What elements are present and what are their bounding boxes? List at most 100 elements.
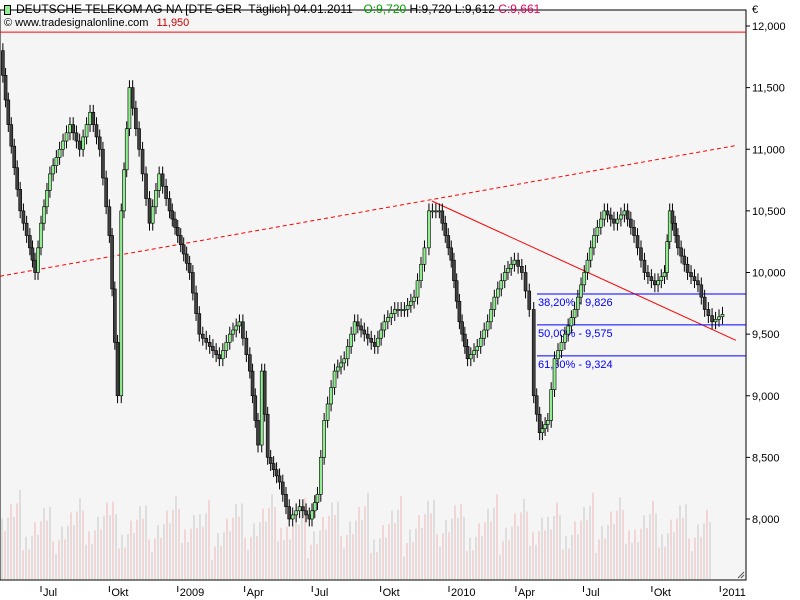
candle-body xyxy=(137,128,141,150)
candle-body xyxy=(454,280,459,302)
candle-body xyxy=(268,457,273,464)
candle-body xyxy=(280,481,285,495)
candle-body xyxy=(602,210,607,220)
candle-body xyxy=(512,259,517,265)
candle-body xyxy=(356,321,360,327)
candle-body xyxy=(287,506,292,520)
candle-body xyxy=(147,198,152,224)
candle-body xyxy=(207,342,212,347)
y-tick-label: 11,500 xyxy=(752,83,785,95)
candle-body xyxy=(399,309,403,311)
candle-body xyxy=(178,235,183,246)
candle-body xyxy=(396,309,400,311)
candle-body xyxy=(110,235,114,290)
header-low: L:9,612 xyxy=(454,2,495,16)
candle-body xyxy=(463,333,467,347)
candle-body xyxy=(250,370,255,397)
candle-body xyxy=(402,309,407,311)
candle-body xyxy=(140,148,145,175)
candle-body xyxy=(543,424,547,429)
candle-body xyxy=(670,210,675,224)
candle-body xyxy=(259,370,264,446)
candle-body xyxy=(107,206,112,236)
candle-body xyxy=(262,370,267,415)
candle-body xyxy=(437,210,442,213)
candle-body xyxy=(30,247,35,261)
candle-body xyxy=(685,263,690,273)
candle-body xyxy=(104,177,108,208)
candle-body xyxy=(430,210,435,213)
candle-body xyxy=(312,502,317,512)
candle-body xyxy=(54,157,59,166)
x-tick-label: Okt xyxy=(654,587,671,599)
candle-body xyxy=(440,210,445,224)
candle-body xyxy=(265,413,270,458)
candle-body xyxy=(642,259,647,273)
candle-body xyxy=(352,321,357,335)
candle-body xyxy=(622,210,627,216)
candle-body xyxy=(187,262,192,273)
candle-body xyxy=(427,210,431,249)
header-high: H:9,720 xyxy=(409,2,452,16)
candle-body xyxy=(489,309,493,323)
currency-label: € xyxy=(752,4,758,16)
candle-body xyxy=(231,329,235,335)
candle-body xyxy=(635,235,640,249)
candle-body xyxy=(167,198,172,212)
candle-body xyxy=(97,136,102,150)
candle-body xyxy=(290,514,295,520)
x-tick-label: 2011 xyxy=(722,587,746,599)
candle-body xyxy=(204,337,209,343)
candle-body xyxy=(294,510,298,516)
x-tick-label: Apr xyxy=(247,587,264,599)
candle-body xyxy=(68,124,72,134)
candle-body xyxy=(409,300,413,306)
candle-body xyxy=(12,145,17,169)
candle-body xyxy=(61,140,65,150)
candle-body xyxy=(342,358,347,364)
candle-body xyxy=(468,354,473,360)
candle-body xyxy=(154,190,158,208)
candle-body xyxy=(452,259,456,282)
candle-body xyxy=(502,272,507,282)
candle-body xyxy=(21,210,26,224)
x-tick-label: Jul xyxy=(314,587,328,599)
candle-body xyxy=(531,309,536,397)
candle-body xyxy=(506,268,510,273)
candle-body xyxy=(632,227,636,236)
candle-body xyxy=(492,296,497,310)
candle-body xyxy=(582,272,587,286)
y-tick-label: 10,500 xyxy=(752,206,786,218)
candle-body xyxy=(339,362,343,368)
candle-body xyxy=(224,342,229,351)
candle-body xyxy=(649,276,654,282)
candle-body xyxy=(237,321,242,327)
dashed-trendline xyxy=(0,145,736,277)
candle-body xyxy=(443,222,448,236)
candle-body xyxy=(665,241,669,273)
candle-body xyxy=(482,329,486,339)
candle-body xyxy=(527,290,532,310)
watermark: © www.tradesignalonline.com 11,950 xyxy=(4,17,189,29)
x-tick-label: Okt xyxy=(383,587,400,599)
candle-body xyxy=(271,463,276,471)
candle-body xyxy=(150,206,155,224)
x-tick-label: Okt xyxy=(111,587,128,599)
candle-body xyxy=(64,132,69,142)
candle-body xyxy=(523,272,528,292)
candle-body xyxy=(422,247,427,265)
candle-body xyxy=(682,255,687,265)
candle-body xyxy=(94,124,99,138)
candle-body xyxy=(234,325,239,331)
candle-body xyxy=(569,317,574,327)
candle-body xyxy=(42,206,46,224)
candle-body xyxy=(349,333,353,347)
candle-body xyxy=(170,210,175,220)
candle-body xyxy=(57,148,62,158)
x-tick-label: Jul xyxy=(586,587,600,599)
candle-body xyxy=(335,366,340,372)
candle-body xyxy=(563,333,567,343)
candle-body xyxy=(662,272,667,277)
candle-body xyxy=(382,321,387,331)
candle-body xyxy=(612,218,616,224)
